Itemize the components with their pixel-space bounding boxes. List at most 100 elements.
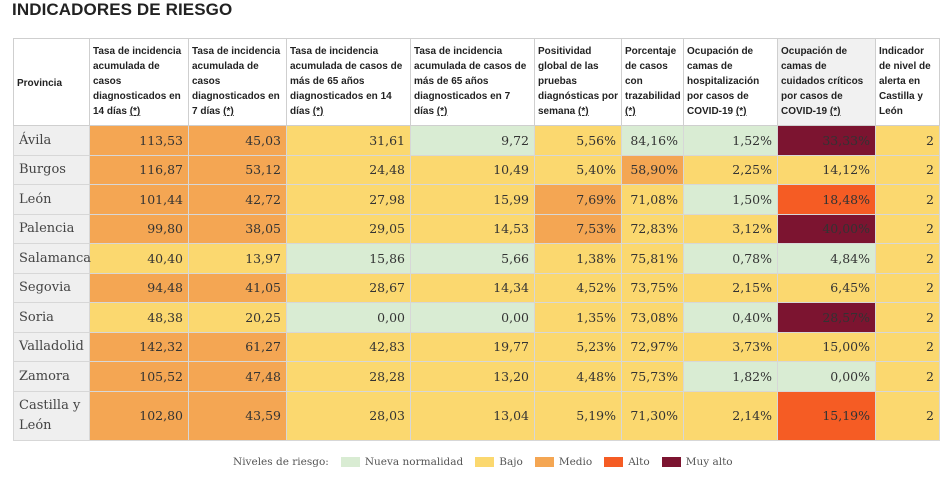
- value-cell: 18,48%: [777, 184, 876, 215]
- table-row: Zamora 105,52 47,48 28,28 13,20 4,48% 75,73% 1,…: [13, 361, 940, 392]
- value-cell: 101,44: [89, 184, 189, 215]
- header-label: Tasa de incidencia acumulada de casos de…: [414, 46, 527, 117]
- header-incidencia-14d: Tasa de incidencia acumulada de casos di…: [89, 38, 189, 126]
- value-cell: 14,12%: [777, 154, 876, 185]
- value-cell: 84,16%: [621, 125, 684, 156]
- value-cell: 7,53%: [534, 213, 622, 244]
- header-label: Provincia: [17, 77, 63, 89]
- legend-label: Alto: [628, 456, 650, 468]
- value-cell: 6,45%: [777, 272, 876, 303]
- header-label: Positividad global de las pruebas diagnó…: [538, 46, 619, 117]
- value-cell: 2,15%: [683, 272, 778, 303]
- header-label: Porcentaje de casos con trazabilidad: [625, 46, 681, 102]
- value-cell: 0,00: [286, 302, 411, 333]
- footnote-link[interactable]: (*): [829, 106, 841, 117]
- value-cell: 40,00%: [777, 213, 876, 244]
- value-cell: 0,00%: [777, 361, 876, 392]
- value-cell: 94,48: [89, 272, 189, 303]
- value-cell: 2: [875, 272, 940, 303]
- footnote-link[interactable]: (*): [129, 106, 141, 117]
- province-cell: Valladolid: [13, 331, 90, 362]
- value-cell: 43,59: [188, 390, 287, 441]
- header-label: Ocupación de camas de hospitalización po…: [687, 46, 760, 117]
- header-label: Tasa de incidencia acumulada de casos de…: [290, 46, 403, 117]
- value-cell: 19,77: [410, 331, 535, 362]
- footnote-link[interactable]: (*): [625, 106, 636, 117]
- value-cell: 72,83%: [621, 213, 684, 244]
- legend-swatch: [661, 457, 681, 467]
- risk-indicators-table: Provincia Tasa de incidencia acumulada d…: [13, 38, 940, 441]
- table-row: Segovia 94,48 41,05 28,67 14,34 4,52% 73,75% 2,…: [13, 272, 940, 303]
- legend-swatch: [475, 457, 495, 467]
- table-row: Ávila 113,53 45,03 31,61 9,72 5,56% 84,16% 1,52…: [13, 125, 940, 156]
- value-cell: 42,72: [188, 184, 287, 215]
- value-cell: 116,87: [89, 154, 189, 185]
- value-cell: 75,73%: [621, 361, 684, 392]
- value-cell: 29,05: [286, 213, 411, 244]
- table-row: León 101,44 42,72 27,98 15,99 7,69% 71,08% 1,50…: [13, 184, 940, 215]
- table-row: Soria 48,38 20,25 0,00 0,00 1,35% 73,08% 0,40% 2…: [13, 302, 940, 333]
- province-cell: Castilla y León: [13, 390, 90, 441]
- footnote-link[interactable]: (*): [312, 106, 324, 117]
- value-cell: 73,75%: [621, 272, 684, 303]
- legend-label: Muy alto: [685, 456, 733, 468]
- header-positividad: Positividad global de las pruebas diagnó…: [534, 38, 622, 126]
- value-cell: 41,05: [188, 272, 287, 303]
- value-cell: 10,49: [410, 154, 535, 185]
- value-cell: 99,80: [89, 213, 189, 244]
- footnote-link[interactable]: (*): [578, 106, 589, 117]
- value-cell: 0,78%: [683, 243, 778, 274]
- legend-title: Niveles de riesgo:: [233, 456, 329, 468]
- value-cell: 2: [875, 184, 940, 215]
- value-cell: 42,83: [286, 331, 411, 362]
- value-cell: 75,81%: [621, 243, 684, 274]
- value-cell: 28,28: [286, 361, 411, 392]
- value-cell: 5,66: [410, 243, 535, 274]
- value-cell: 61,27: [188, 331, 287, 362]
- value-cell: 2,25%: [683, 154, 778, 185]
- province-cell: Salamanca: [13, 243, 91, 274]
- header-label: Tasa de incidencia acumulada de casos di…: [93, 46, 182, 117]
- province-cell: Ávila: [13, 125, 90, 156]
- province-cell: Palencia: [13, 213, 90, 244]
- header-incidencia-7d: Tasa de incidencia acumulada de casos di…: [188, 38, 287, 126]
- footnote-link[interactable]: (*): [223, 106, 234, 117]
- value-cell: 3,73%: [683, 331, 778, 362]
- risk-legend: Niveles de riesgo: Nueva normalidad Bajo M…: [233, 456, 745, 468]
- legend-item: Nueva normalidad: [340, 456, 463, 468]
- value-cell: 13,04: [410, 390, 535, 441]
- header-label: Ocupación de camas de cuidados críticos …: [781, 46, 864, 117]
- value-cell: 28,57%: [777, 302, 876, 333]
- value-cell: 102,80: [89, 390, 189, 441]
- value-cell: 15,86: [286, 243, 411, 274]
- value-cell: 5,56%: [534, 125, 622, 156]
- province-cell: Segovia: [13, 272, 90, 303]
- value-cell: 73,08%: [621, 302, 684, 333]
- value-cell: 3,12%: [683, 213, 778, 244]
- table-row: Valladolid 142,32 61,27 42,83 19,77 5,23% 72,9…: [13, 331, 940, 362]
- value-cell: 14,53: [410, 213, 535, 244]
- value-cell: 2: [875, 302, 940, 333]
- value-cell: 1,50%: [683, 184, 778, 215]
- header-camas-hospitalizacion: Ocupación de camas de hospitalización po…: [683, 38, 778, 126]
- value-cell: 15,19%: [777, 390, 876, 441]
- legend-item: Medio: [534, 456, 592, 468]
- value-cell: 2,14%: [683, 390, 778, 441]
- value-cell: 113,53: [89, 125, 189, 156]
- footnote-link[interactable]: (*): [735, 106, 747, 117]
- value-cell: 45,03: [188, 125, 287, 156]
- header-trazabilidad: Porcentaje de casos con trazabilidad (*): [621, 38, 684, 126]
- footnote-link[interactable]: (*): [436, 106, 448, 117]
- header-label: Indicador de nivel de alerta en Castilla…: [879, 46, 931, 117]
- value-cell: 33,33%: [777, 125, 876, 156]
- value-cell: 13,97: [188, 243, 287, 274]
- table-body: Ávila 113,53 45,03 31,61 9,72 5,56% 84,16% 1,52…: [13, 125, 940, 441]
- value-cell: 0,00: [410, 302, 535, 333]
- value-cell: 13,20: [410, 361, 535, 392]
- value-cell: 2: [875, 154, 940, 185]
- value-cell: 2: [875, 361, 940, 392]
- value-cell: 142,32: [89, 331, 189, 362]
- page-title: INDICADORES DE RIESGO: [12, 0, 233, 19]
- province-cell: Soria: [13, 302, 90, 333]
- value-cell: 20,25: [188, 302, 287, 333]
